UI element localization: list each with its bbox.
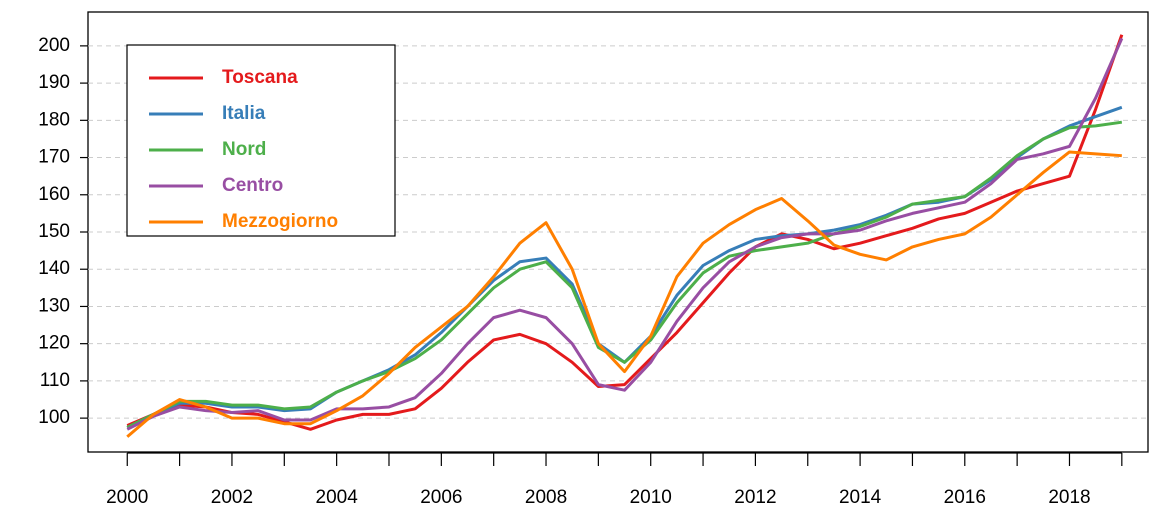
legend-label: Mezzogiorno: [222, 211, 338, 232]
legend-label: Centro: [222, 175, 283, 196]
x-tick-label: 2002: [211, 487, 253, 508]
y-tick-label: 170: [38, 147, 70, 168]
x-tick-label: 2016: [944, 487, 986, 508]
x-tick-label: 2006: [420, 487, 462, 508]
series-line: [126, 37, 1124, 431]
x-tick-label: 2000: [106, 487, 148, 508]
x-tick-label: 2012: [734, 487, 776, 508]
x-tick-label: 2014: [839, 487, 882, 508]
legend-label: Toscana: [222, 67, 298, 88]
y-tick-label: 200: [38, 35, 70, 56]
y-tick-label: 100: [38, 407, 70, 428]
x-tick-label: 2010: [630, 487, 672, 508]
y-tick-label: 180: [38, 109, 70, 130]
series-line: [126, 150, 1122, 438]
x-tick-label: 2008: [525, 487, 567, 508]
y-tick-label: 130: [38, 295, 70, 316]
y-tick-label: 160: [38, 184, 70, 205]
series-line: [126, 120, 1123, 429]
y-tick-label: 120: [38, 333, 70, 354]
x-tick-label: 2018: [1048, 487, 1090, 508]
y-tick-label: 140: [38, 258, 70, 279]
y-tick-label: 150: [38, 221, 70, 242]
legend-label: Italia: [222, 103, 266, 124]
legend-label: Nord: [222, 139, 266, 160]
x-tick-label: 2004: [316, 487, 359, 508]
y-tick-label: 190: [38, 72, 70, 93]
y-tick-label: 110: [40, 370, 70, 391]
